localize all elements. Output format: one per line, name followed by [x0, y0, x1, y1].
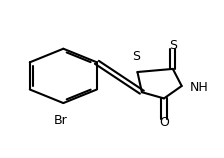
Text: S: S — [132, 50, 140, 64]
Text: Br: Br — [54, 114, 68, 127]
Text: NH: NH — [190, 81, 208, 94]
Text: O: O — [159, 116, 169, 129]
Text: S: S — [169, 39, 177, 52]
